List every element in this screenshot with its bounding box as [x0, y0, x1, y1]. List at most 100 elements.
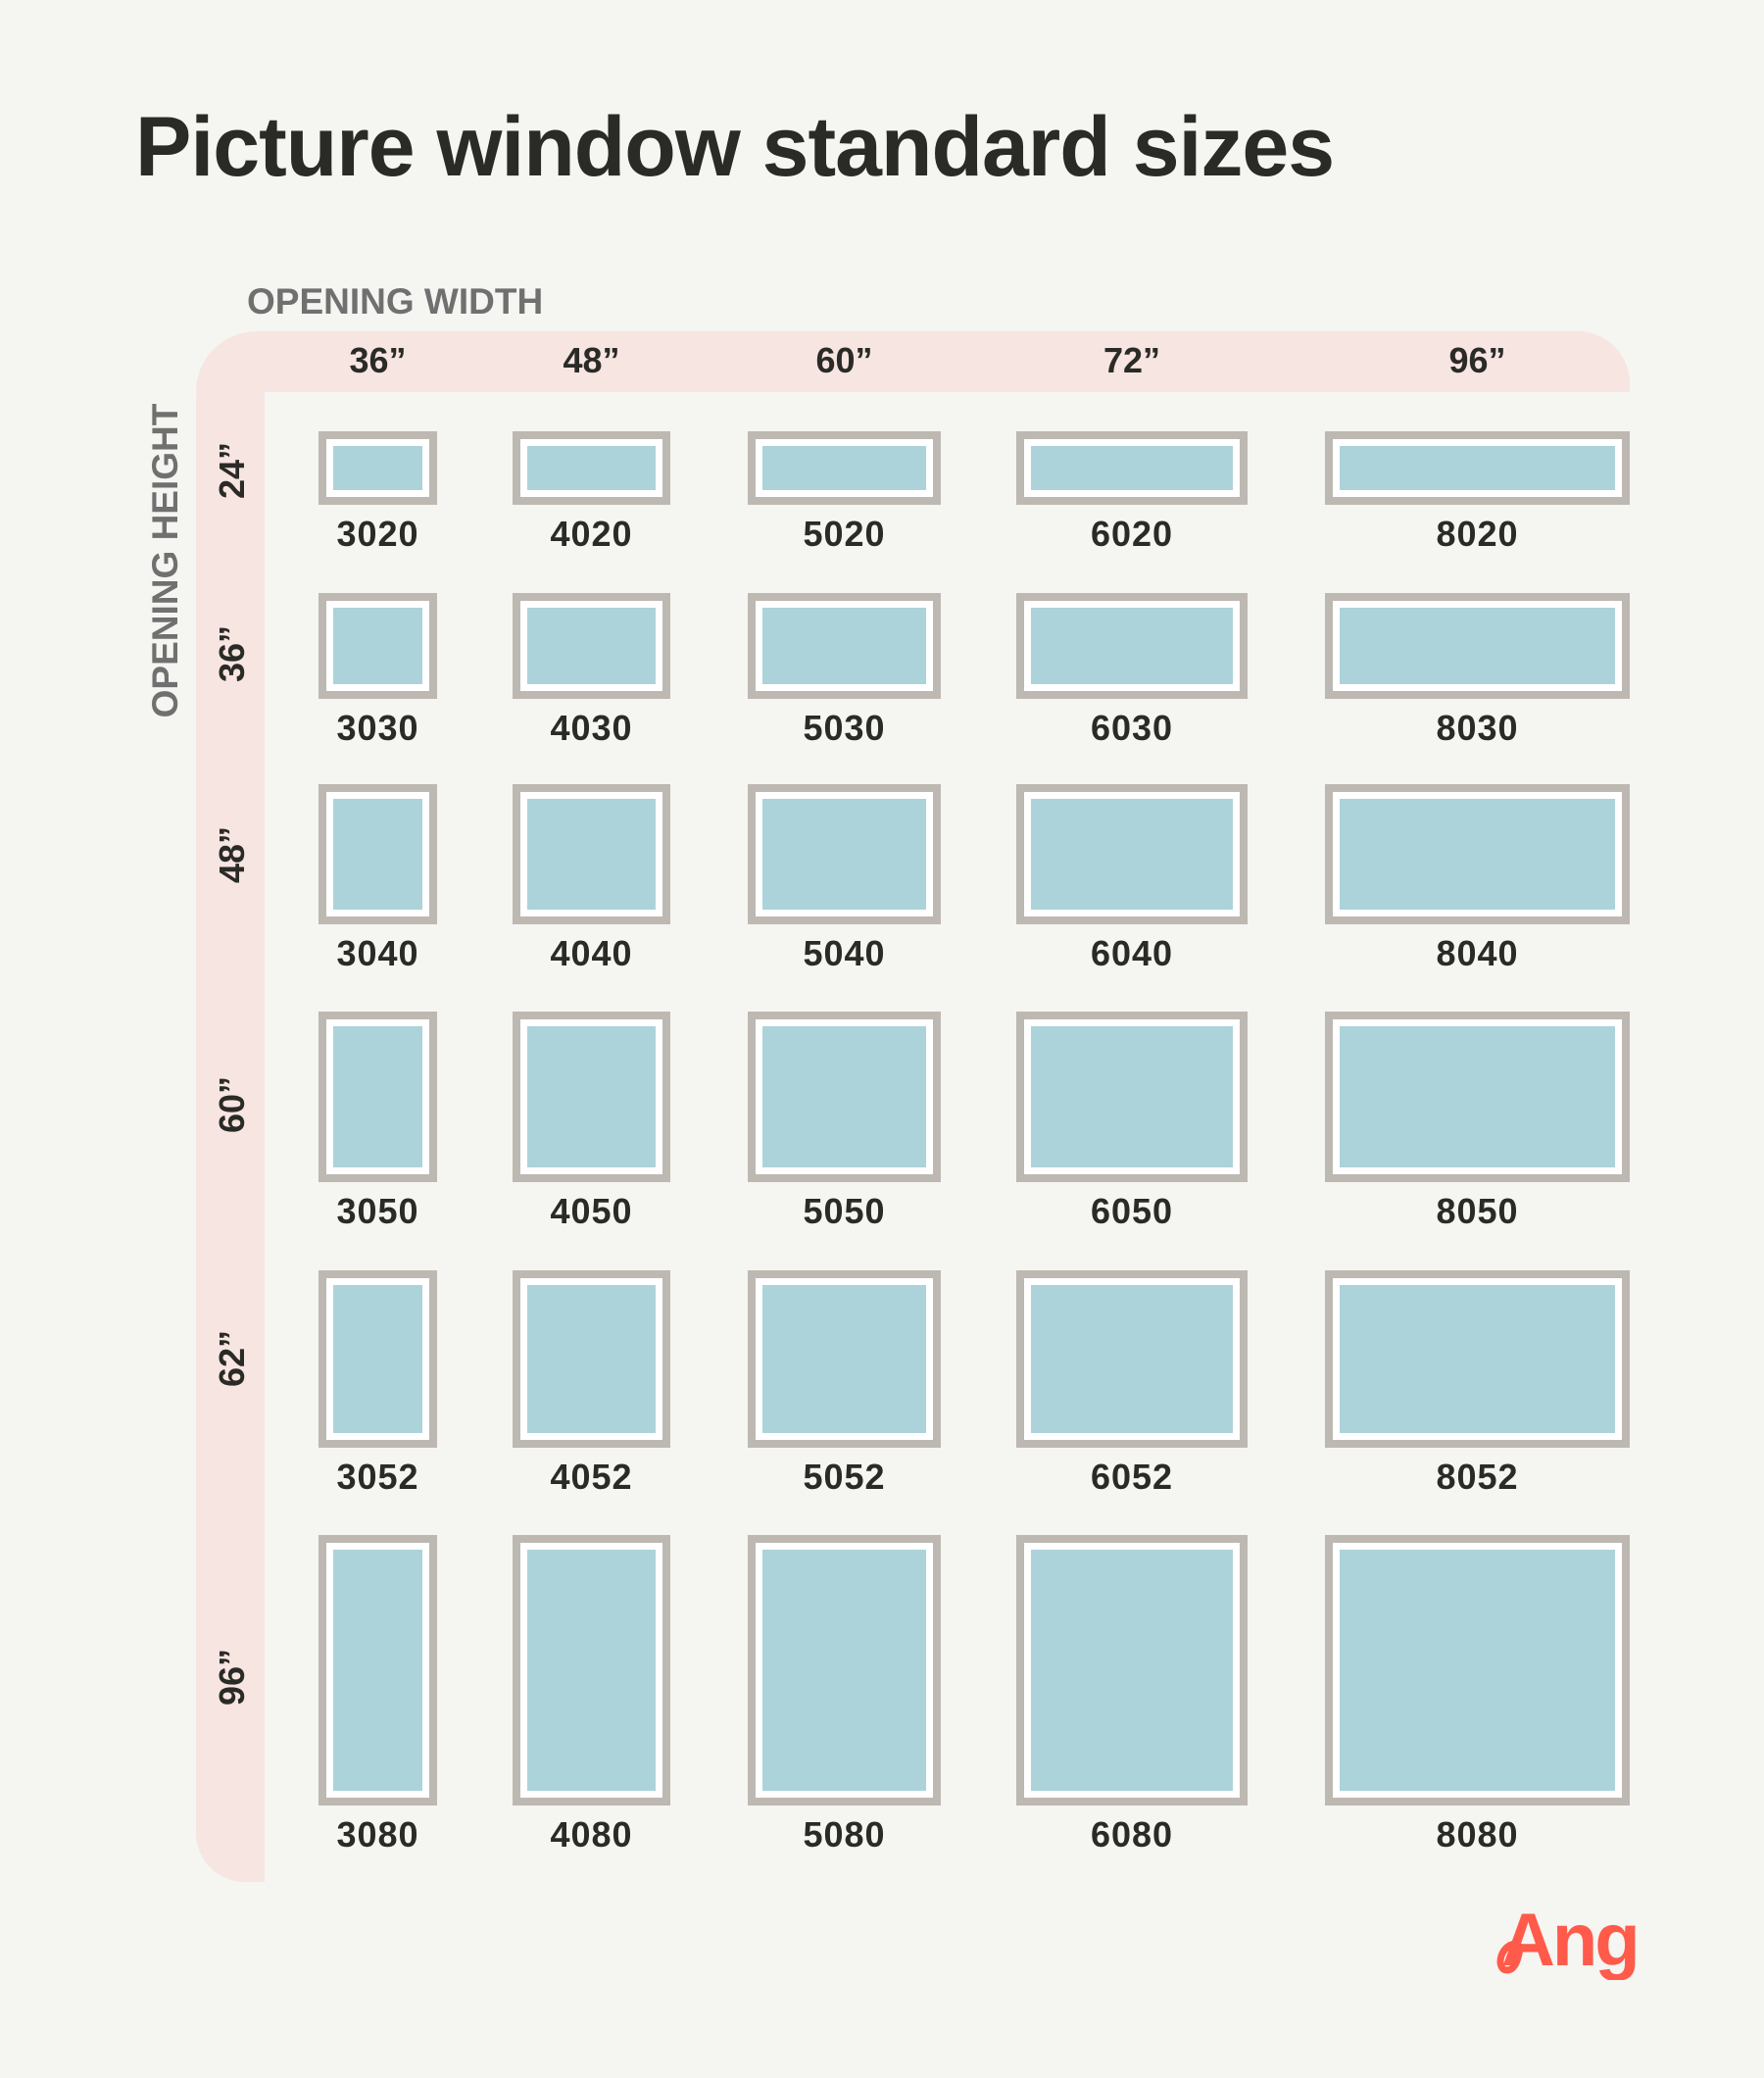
- window-frame: [1325, 431, 1630, 505]
- window-glass: [527, 799, 656, 910]
- window-size-code: 3040: [336, 933, 419, 973]
- window-size-code: 6080: [1090, 1814, 1174, 1855]
- window-frame: [748, 784, 941, 924]
- window-glass: [1031, 446, 1233, 490]
- window-size-code: 5052: [803, 1457, 886, 1497]
- column-header: 72”: [1102, 340, 1161, 380]
- window-size-code: 4020: [550, 514, 633, 554]
- window-frame: [1325, 1012, 1630, 1182]
- window-size-code: 4080: [550, 1814, 633, 1855]
- window-frame: [318, 431, 437, 505]
- window-glass: [333, 1026, 422, 1167]
- window-frame: [1325, 1535, 1630, 1806]
- window-frame: [1016, 431, 1248, 505]
- window-glass: [1340, 1285, 1615, 1433]
- window-glass: [527, 446, 656, 490]
- column-header: 36”: [349, 340, 407, 380]
- window-glass: [1031, 1285, 1233, 1433]
- angi-logo: Angi: [1496, 1899, 1639, 1980]
- window-frame: [318, 1535, 437, 1806]
- window-frame: [1016, 593, 1248, 699]
- window-frame: [748, 1270, 941, 1448]
- window-glass: [1340, 446, 1615, 490]
- window-frame: [513, 1012, 670, 1182]
- opening-width-label: OPENING WIDTH: [247, 281, 544, 322]
- row-header: 60”: [212, 1075, 252, 1134]
- window-size-code: 3030: [336, 708, 419, 748]
- window-glass: [333, 799, 422, 910]
- opening-height-label: OPENING HEIGHT: [145, 403, 185, 718]
- window-size-code: 8050: [1436, 1191, 1519, 1231]
- window-frame: [1016, 784, 1248, 924]
- window-frame: [748, 1535, 941, 1806]
- window-glass: [527, 1285, 656, 1433]
- window-frame: [513, 1270, 670, 1448]
- window-size-code: 8052: [1436, 1457, 1519, 1497]
- window-glass: [333, 446, 422, 490]
- window-glass: [1340, 1550, 1615, 1791]
- window-glass: [762, 608, 926, 684]
- window-size-code: 5040: [803, 933, 886, 973]
- window-frame: [748, 431, 941, 505]
- window-size-code: 3052: [336, 1457, 419, 1497]
- window-size-code: 8020: [1436, 514, 1519, 554]
- window-frame: [513, 431, 670, 505]
- window-size-code: 3020: [336, 514, 419, 554]
- row-header: 48”: [212, 825, 252, 884]
- window-size-code: 5030: [803, 708, 886, 748]
- window-size-code: 6040: [1090, 933, 1174, 973]
- window-glass: [1340, 608, 1615, 684]
- window-frame: [1325, 593, 1630, 699]
- window-glass: [333, 1550, 422, 1791]
- window-glass: [762, 1026, 926, 1167]
- window-glass: [1031, 799, 1233, 910]
- window-frame: [513, 784, 670, 924]
- window-glass: [527, 608, 656, 684]
- window-frame: [1325, 784, 1630, 924]
- window-size-code: 5080: [803, 1814, 886, 1855]
- window-frame: [318, 593, 437, 699]
- window-size-code: 6050: [1090, 1191, 1174, 1231]
- window-size-code: 6052: [1090, 1457, 1174, 1497]
- window-frame: [1016, 1012, 1248, 1182]
- window-size-code: 5020: [803, 514, 886, 554]
- window-size-code: 4052: [550, 1457, 633, 1497]
- window-frame: [1016, 1535, 1248, 1806]
- window-glass: [333, 608, 422, 684]
- width-header-band: [196, 331, 1630, 392]
- window-size-code: 8040: [1436, 933, 1519, 973]
- column-header: 60”: [815, 340, 873, 380]
- window-glass: [333, 1285, 422, 1433]
- column-header: 48”: [563, 340, 620, 380]
- window-frame: [318, 784, 437, 924]
- window-size-code: 5050: [803, 1191, 886, 1231]
- window-glass: [1031, 608, 1233, 684]
- window-size-code: 3050: [336, 1191, 419, 1231]
- window-glass: [762, 446, 926, 490]
- window-frame: [748, 1012, 941, 1182]
- window-frame: [1325, 1270, 1630, 1448]
- svg-text:Angi: Angi: [1501, 1899, 1639, 1980]
- window-size-code: 3080: [336, 1814, 419, 1855]
- window-glass: [1031, 1550, 1233, 1791]
- window-size-code: 6020: [1090, 514, 1174, 554]
- window-glass: [762, 799, 926, 910]
- window-glass: [1340, 799, 1615, 910]
- window-frame: [1016, 1270, 1248, 1448]
- window-size-code: 6030: [1090, 708, 1174, 748]
- page-title: Picture window standard sizes: [135, 100, 1335, 194]
- row-header: 24”: [212, 441, 252, 500]
- window-frame: [748, 593, 941, 699]
- window-frame: [513, 1535, 670, 1806]
- window-glass: [1340, 1026, 1615, 1167]
- row-header: 96”: [212, 1648, 252, 1707]
- window-frame: [513, 593, 670, 699]
- window-size-code: 4050: [550, 1191, 633, 1231]
- window-glass: [527, 1026, 656, 1167]
- window-size-code: 8030: [1436, 708, 1519, 748]
- window-glass: [527, 1550, 656, 1791]
- column-header: 96”: [1448, 340, 1506, 380]
- window-size-code: 4030: [550, 708, 633, 748]
- row-header: 36”: [212, 624, 252, 683]
- window-size-code: 4040: [550, 933, 633, 973]
